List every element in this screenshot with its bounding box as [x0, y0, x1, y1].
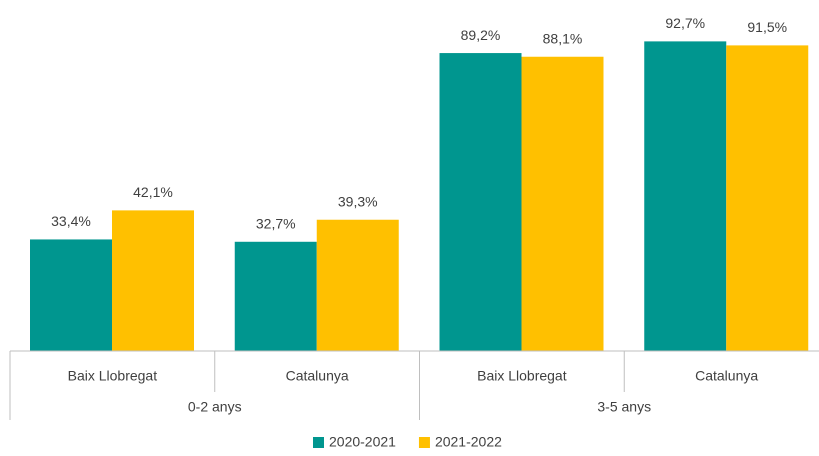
x-tick-label: Catalunya	[286, 368, 349, 384]
bar	[644, 41, 727, 352]
x-tick-label: Baix Llobregat	[68, 368, 158, 384]
bar	[439, 53, 522, 352]
bar	[30, 239, 112, 351]
data-label: 92,7%	[665, 15, 705, 31]
bar	[234, 241, 317, 351]
x-tick-label: Catalunya	[695, 368, 758, 384]
legend-swatch	[313, 437, 324, 448]
data-label: 42,1%	[133, 184, 173, 200]
legend-label: 2021-2022	[435, 434, 502, 450]
data-label: 33,4%	[51, 213, 91, 229]
x-tick-label: Baix Llobregat	[477, 368, 567, 384]
bar	[521, 56, 604, 351]
data-label: 32,7%	[256, 215, 296, 231]
legend-swatch	[418, 437, 430, 448]
group-label: 0-2 anys	[188, 399, 242, 415]
bar	[112, 210, 194, 351]
bar	[726, 45, 809, 351]
legend-label: 2020-2021	[329, 434, 396, 450]
data-label: 88,1%	[543, 30, 583, 46]
data-label: 89,2%	[461, 27, 501, 43]
group-label: 3-5 anys	[597, 399, 651, 415]
data-label: 39,3%	[338, 193, 378, 209]
bar	[316, 219, 399, 351]
data-label: 91,5%	[747, 19, 787, 35]
